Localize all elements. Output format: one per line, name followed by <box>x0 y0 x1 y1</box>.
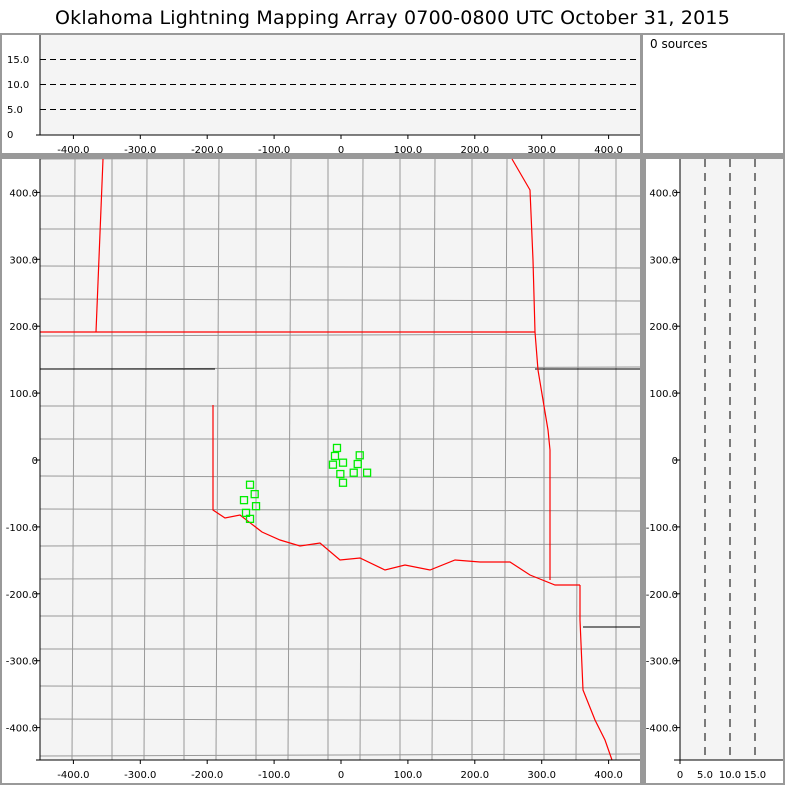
y-tick-label: 0 <box>32 456 38 467</box>
page-title: Oklahoma Lightning Mapping Array 0700-08… <box>0 0 785 33</box>
station-marker <box>355 451 364 460</box>
station-marker <box>330 451 340 461</box>
y-tick-label: 100.0 <box>649 389 678 400</box>
county-line <box>215 158 220 761</box>
x-tick-label: -100.0 <box>258 145 290 156</box>
station-marker <box>328 460 338 469</box>
county-line <box>39 156 641 160</box>
county-line <box>39 543 641 547</box>
station-marker <box>250 489 259 499</box>
x-tick-label: 400.0 <box>594 145 623 156</box>
county-line <box>39 685 641 689</box>
y-tick-label: -100.0 <box>6 523 38 534</box>
county-line <box>431 158 436 761</box>
x-tick-label: 200.0 <box>460 770 489 781</box>
x-tick-label: -400.0 <box>57 770 89 781</box>
y-tick-label: 0 <box>672 456 678 467</box>
y-tick-label: -200.0 <box>6 590 38 601</box>
x-tick-label: 300.0 <box>527 145 556 156</box>
county-line <box>39 508 641 512</box>
y-tick-label: 5.0 <box>7 105 23 116</box>
x-tick-label: 300.0 <box>527 770 556 781</box>
y-tick-label: 300.0 <box>649 255 678 266</box>
y-tick-label: 200.0 <box>9 322 38 333</box>
x-tick-label: -100.0 <box>258 770 290 781</box>
x-tick-label: 100.0 <box>394 145 423 156</box>
station-marker <box>338 478 348 487</box>
county-line <box>39 333 641 337</box>
x-tick-label: -200.0 <box>191 145 223 156</box>
county-line <box>39 265 641 269</box>
x-tick-label: 10.0 <box>719 770 741 781</box>
station-marker <box>336 469 345 479</box>
y-tick-label: 100.0 <box>9 389 38 400</box>
x-tick-label: -200.0 <box>191 770 223 781</box>
x-tick-label: 0 <box>338 770 344 781</box>
state-border-red <box>95 158 104 333</box>
y-tick-label: 10.0 <box>7 80 29 91</box>
x-tick-label: 400.0 <box>594 770 623 781</box>
side-plot-area <box>680 159 783 760</box>
station-marker <box>251 502 261 511</box>
x-tick-label: -400.0 <box>57 145 89 156</box>
y-tick-label: -300.0 <box>6 657 38 668</box>
county-line <box>39 298 641 302</box>
x-tick-label: 0 <box>677 770 683 781</box>
state-border-red <box>511 158 551 580</box>
y-tick-label: -300.0 <box>646 657 678 668</box>
x-tick-label: 100.0 <box>394 770 423 781</box>
station-marker <box>245 480 255 489</box>
source-count-panel <box>643 35 783 153</box>
y-tick-label: -200.0 <box>646 590 678 601</box>
station-marker <box>332 443 342 453</box>
x-tick-label: 0 <box>338 145 344 156</box>
station-marker <box>245 514 255 524</box>
station-marker <box>353 459 362 469</box>
county-borders <box>39 156 641 761</box>
station-marker <box>362 468 372 477</box>
county-line <box>359 158 364 761</box>
station-marker <box>349 468 358 477</box>
y-tick-label: 400.0 <box>9 188 38 199</box>
county-line <box>39 576 641 580</box>
y-tick-label: -100.0 <box>646 523 678 534</box>
x-tick-label: 15.0 <box>744 770 766 781</box>
county-line <box>287 158 292 761</box>
y-tick-label: -400.0 <box>646 724 678 735</box>
x-tick-label: 5.0 <box>697 770 713 781</box>
county-line <box>71 158 76 761</box>
state-border-red <box>579 585 613 761</box>
y-tick-label: 0 <box>7 130 13 141</box>
county-line <box>503 158 508 761</box>
state-border-red <box>212 405 580 586</box>
x-tick-label: -300.0 <box>124 145 156 156</box>
county-line <box>39 753 641 757</box>
x-tick-label: -300.0 <box>124 770 156 781</box>
county-line <box>575 158 580 761</box>
x-tick-label: 200.0 <box>460 145 489 156</box>
y-tick-label: 400.0 <box>649 188 678 199</box>
y-tick-label: 15.0 <box>7 55 29 66</box>
county-line <box>39 718 641 722</box>
y-tick-label: 300.0 <box>9 255 38 266</box>
y-tick-label: -400.0 <box>6 724 38 735</box>
station-marker <box>338 458 348 467</box>
county-line <box>143 158 148 761</box>
station-marker <box>239 495 249 505</box>
source-count: 0 sources <box>650 37 708 51</box>
y-tick-label: 200.0 <box>649 322 678 333</box>
